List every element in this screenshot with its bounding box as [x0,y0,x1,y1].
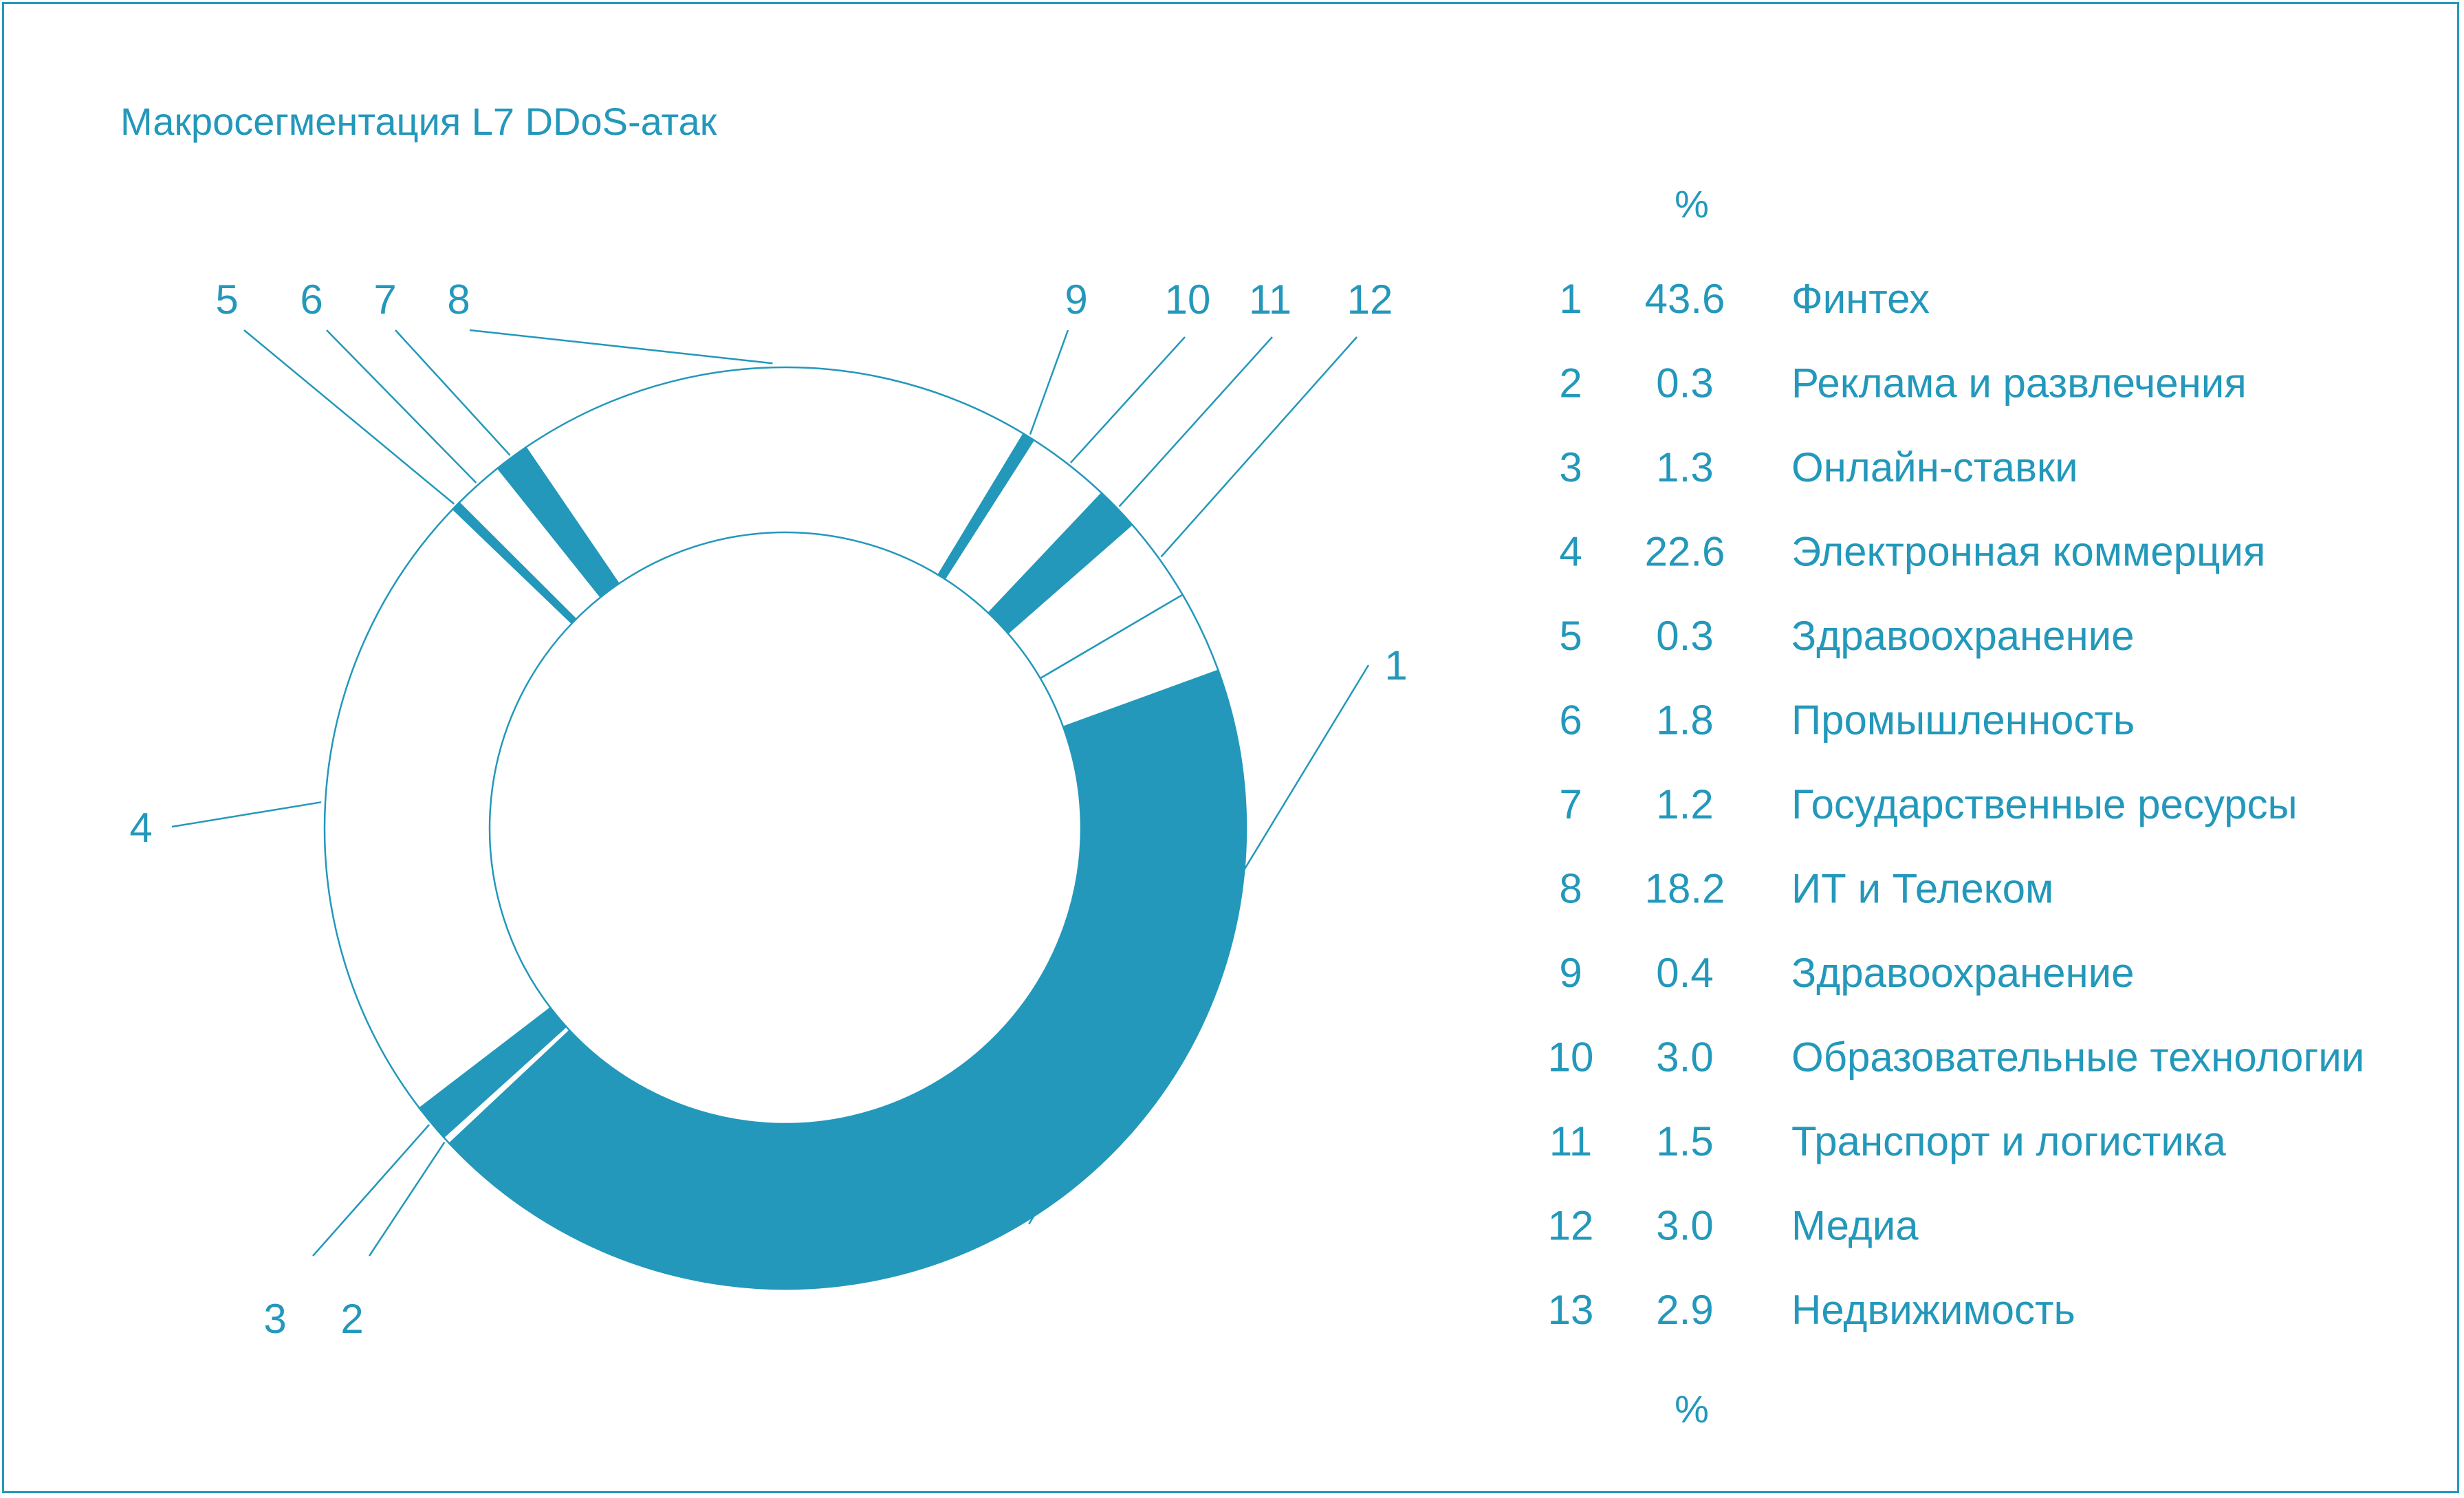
table-row: 12 3.0 Медиа [1548,1203,1919,1249]
row-value: 2.9 [1656,1287,1713,1333]
row-value: 43.6 [1645,276,1725,322]
row-value: 1.5 [1656,1118,1713,1164]
leader-lines [171,329,1370,1257]
table-row: 10 3.0 Образовательные технологии [1548,1034,2365,1081]
row-label: Государственные ресурсы [1791,781,2298,827]
row-number: 11 [1549,1118,1592,1164]
slice-label-1: 1 [1384,642,1407,688]
row-number: 13 [1548,1287,1594,1333]
leader-line-7 [395,329,511,456]
row-label: Финтех [1791,276,1930,322]
slice-label-8: 8 [447,276,470,323]
donut-slices [323,366,1247,1290]
row-number: 7 [1559,781,1582,827]
chart-title: Макросегментация L7 DDoS-атак [120,100,717,143]
table-row: 7 1.2 Государственные ресурсы [1559,781,2297,827]
slice-13 [1039,593,1220,728]
row-value: 1.2 [1656,781,1713,827]
row-label: Онлайн-ставки [1791,444,2078,490]
slice-label-4: 4 [129,805,152,851]
row-number: 12 [1548,1203,1594,1249]
row-number: 10 [1548,1034,1594,1081]
leader-line-4 [171,801,322,828]
table-row: 8 18.2 ИТ и Телеком [1559,866,2053,912]
leader-line-9 [1029,329,1069,435]
row-label: Промышленность [1791,697,2135,743]
table-row: 6 1.8 Промышленность [1559,697,2135,743]
row-number: 1 [1559,276,1582,322]
row-value: 0.4 [1656,950,1713,996]
row-value: 1.8 [1656,697,1713,743]
slice-label-5: 5 [215,276,238,323]
leader-line-12 [1160,336,1358,558]
row-label: Образовательные технологии [1791,1034,2364,1081]
slice-label-11: 11 [1249,276,1291,323]
slice-label-2: 2 [340,1296,363,1342]
leader-line-6 [326,329,477,484]
slice-label-10: 10 [1165,276,1211,323]
leader-line-11 [1118,336,1273,508]
row-value: 3.0 [1656,1203,1713,1249]
leader-line-8 [469,329,773,365]
row-label: Транспорт и логистика [1791,1118,2226,1164]
row-value: 0.3 [1656,613,1713,659]
row-number: 4 [1559,529,1582,575]
slice-4 [323,508,574,1110]
table-header-top: % [1675,182,1709,226]
table-row: 1 43.6 Финтех [1559,276,1930,322]
slice-label-9: 9 [1065,276,1087,323]
table-row: 9 0.4 Здравоохранение [1559,950,2134,996]
slice-1 [448,669,1247,1290]
row-label: Медиа [1791,1203,1919,1249]
leader-line-5 [243,329,455,505]
leader-line-3 [312,1124,430,1257]
legend-table: % % 1 43.6 Финтех 2 0.3 Реклама и развлечения… [1548,182,2365,1431]
table-row: 2 0.3 Реклама и развлечения [1559,360,2246,406]
slice-label-6: 6 [300,276,323,323]
row-label: Реклама и развлечения [1791,360,2247,406]
row-value: 18.2 [1645,866,1725,912]
row-value: 0.3 [1656,360,1713,406]
row-label: Недвижимость [1791,1287,2075,1333]
row-number: 5 [1559,613,1582,659]
slice-label-7: 7 [373,276,396,323]
row-number: 8 [1559,866,1582,912]
row-label: Электронная коммерция [1791,529,2265,575]
row-value: 3.0 [1656,1034,1713,1081]
slice-8 [524,366,1025,585]
table-row: 11 1.5 Транспорт и логистика [1549,1118,2227,1164]
row-label: ИТ и Телеком [1791,866,2053,912]
leader-line-1 [1028,664,1370,1225]
table-row: 4 22.6 Электронная коммерция [1559,529,2265,575]
row-number: 3 [1559,444,1582,490]
row-number: 2 [1559,360,1582,406]
row-number: 6 [1559,697,1582,743]
row-value: 22.6 [1645,529,1725,575]
table-row: 13 2.9 Недвижимость [1548,1287,2075,1333]
leader-line-2 [368,1142,446,1257]
slice-label-12: 12 [1347,276,1393,323]
table-row: 3 1.3 Онлайн-ставки [1559,444,2078,490]
row-value: 1.3 [1656,444,1713,490]
row-label: Здравоохранение [1791,950,2135,996]
leader-line-10 [1069,336,1186,464]
table-row: 5 0.3 Здравоохранение [1559,613,2134,659]
table-header-bottom: % [1675,1387,1709,1431]
slice-label-3: 3 [263,1296,286,1342]
row-number: 9 [1559,950,1582,996]
row-label: Здравоохранение [1791,613,2135,659]
